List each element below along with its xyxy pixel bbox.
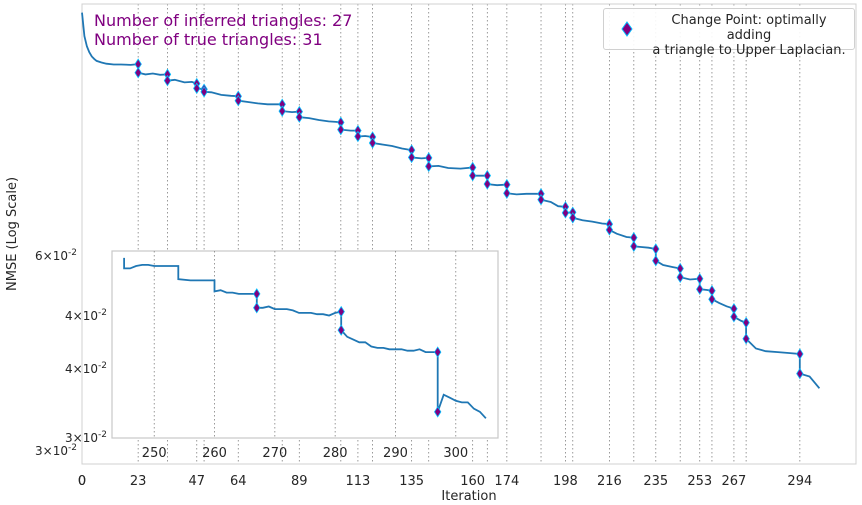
inset-x-tick-label-0: 250 — [142, 446, 167, 461]
change-point-marker-1-after — [163, 74, 172, 87]
change-point-marker-25-before — [742, 316, 750, 329]
x-axis-label: Iteration — [441, 489, 496, 504]
change-point-marker-25-after — [742, 333, 750, 345]
inset-y-tick-labels: 4×10-2 4×10-2 3×10-2 — [65, 308, 107, 445]
y-tick-label-0: 6×10-2 — [35, 248, 77, 263]
x-tick-label-15: 294 — [787, 474, 812, 489]
change-point-marker-13-after — [483, 178, 491, 190]
change-point-marker-15-after — [537, 193, 545, 206]
change-point-marker-0-after — [134, 66, 142, 79]
change-point-marker-9-after — [368, 137, 377, 149]
inferred-triangles-annotation: Number of inferred triangles: 27 — [94, 11, 353, 30]
x-tick-label-1: 0 — [78, 474, 86, 489]
inset-x-tick-labels: 250 260 270 280 290 300 — [142, 446, 468, 461]
x-tick-label-9: 174 — [494, 474, 519, 489]
x-tick-label-6: 113 — [345, 474, 370, 489]
change-point-marker-14-after — [503, 187, 511, 199]
inset-x-tick-label-5: 300 — [443, 446, 468, 461]
inset-change-point-marker-1-before — [337, 305, 345, 318]
inset-frame — [111, 250, 499, 439]
change-point-marker-11-after — [425, 160, 433, 173]
inset-chart: 250 260 270 280 290 300 4×10-2 4×10-2 3×10-2 — [65, 250, 499, 461]
change-point-marker-23-after — [708, 293, 716, 305]
inset-x-tick-label-1: 260 — [202, 446, 227, 461]
true-triangles-annotation: Number of true triangles: 31 — [94, 30, 323, 49]
x-tick-label-11: 216 — [597, 474, 622, 489]
change-point-marker-7-after — [337, 123, 345, 136]
y-tick-label-1: 3×10-2 — [35, 443, 77, 458]
change-point-marker-22-before — [696, 272, 704, 285]
inset-y-tick-label-1: 4×10-2 — [65, 361, 107, 376]
change-point-marker-20-after — [652, 254, 660, 267]
x-tick-label-7: 135 — [399, 474, 424, 489]
inset-change-point-markers — [253, 288, 442, 418]
change-point-marker-17-after — [569, 212, 577, 224]
legend-label-line-1: Change Point: optimally adding — [671, 13, 827, 43]
change-point-marker-3-after — [200, 86, 208, 98]
inset-change-point-marker-2-before — [434, 346, 442, 358]
change-point-marker-26-before — [796, 348, 804, 360]
x-tick-label-0: 0 — [78, 474, 86, 489]
y-tick-labels: 6×10-2 3×10-2 — [35, 248, 77, 458]
legend-label-line-2: a triangle to Upper Laplacian. — [652, 43, 846, 58]
legend: Change Point: optimally adding a triangl… — [603, 8, 855, 58]
legend-label: Change Point: optimally adding a triangl… — [648, 13, 850, 58]
main-gridlines — [137, 4, 801, 464]
x-tick-label-8: 160 — [460, 474, 485, 489]
change-point-marker-4-after — [234, 94, 242, 107]
change-point-marker-5-after — [278, 105, 286, 117]
inset-y-tick-label-0: 4×10-2 — [65, 308, 107, 323]
x-tick-label-3: 47 — [188, 474, 205, 489]
y-axis-label: NMSE (Log Scale) — [5, 177, 20, 291]
main-series-line — [81, 12, 821, 389]
x-tick-labels: 00 23 47 64 89 113 135 160 174 198 216 235 253 267 294 — [78, 474, 812, 489]
x-tick-label-12: 235 — [643, 474, 668, 489]
change-point-marker-26-after — [796, 367, 804, 380]
inset-series-line — [123, 257, 487, 419]
change-point-marker-20-before — [652, 243, 660, 255]
change-point-marker-21-after — [676, 271, 684, 283]
inset-gridlines — [153, 251, 457, 438]
change-point-marker-19-after — [630, 240, 638, 253]
change-point-marker-10-after — [407, 151, 416, 164]
change-point-marker-24-after — [730, 311, 738, 323]
inset-x-tick-label-3: 280 — [323, 446, 348, 461]
x-tick-label-10: 198 — [553, 474, 578, 489]
inset-y-tick-label-2: 3×10-2 — [65, 430, 107, 445]
change-point-marker-12-after — [468, 169, 477, 182]
change-point-marker-6-after — [295, 111, 303, 123]
inset-x-tick-label-2: 270 — [262, 446, 287, 461]
inset-change-point-marker-0-after — [253, 302, 261, 314]
main-plot-frame — [81, 3, 857, 465]
change-point-marker-16-after — [561, 207, 570, 219]
change-point-marker-22-after — [696, 283, 704, 295]
x-tick-label-13: 253 — [687, 474, 712, 489]
legend-diamond-icon — [621, 21, 633, 37]
change-point-marker-2-after — [193, 82, 201, 95]
x-tick-label-4: 64 — [230, 474, 247, 489]
x-tick-label-2: 23 — [130, 474, 147, 489]
inset-change-point-marker-0-before — [253, 288, 261, 300]
x-tick-label-14: 267 — [722, 474, 747, 489]
change-point-marker-18-after — [605, 224, 614, 236]
main-change-point-markers — [134, 58, 804, 380]
x-tick-label-5: 89 — [291, 474, 308, 489]
inset-change-point-marker-2-after — [434, 406, 442, 418]
inset-x-tick-label-4: 290 — [383, 446, 408, 461]
inset-change-point-marker-1-after — [337, 324, 345, 336]
change-point-marker-8-after — [354, 130, 362, 143]
